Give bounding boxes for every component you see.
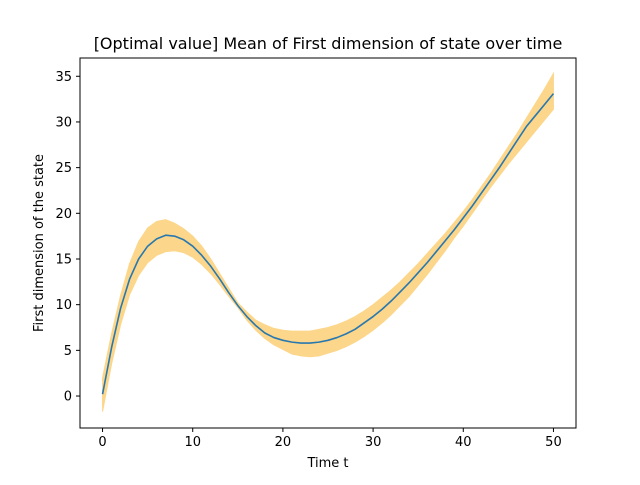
y-tick-label: 15: [55, 252, 72, 267]
y-tick-label: 5: [64, 344, 72, 359]
x-tick-label: 20: [275, 435, 292, 450]
mean-line: [101, 93, 555, 395]
chart-title: [Optimal value] Mean of First dimension …: [94, 34, 563, 53]
plot-area-frame: [79, 57, 577, 429]
y-tick-label: 25: [55, 161, 72, 176]
x-tick-label: 30: [365, 435, 382, 450]
y-tick-label: 10: [55, 298, 72, 313]
x-axis-label: Time t: [306, 456, 348, 471]
y-tick-label: 35: [55, 70, 72, 85]
confidence-band: [102, 71, 554, 412]
x-tick-label: 40: [455, 435, 472, 450]
y-tick-label: 30: [55, 115, 72, 130]
x-tick-label: 50: [545, 435, 562, 450]
y-tick-label: 20: [55, 207, 72, 222]
x-tick-label: 10: [184, 435, 201, 450]
y-axis-label: First dimension of the state: [32, 154, 47, 332]
y-tick-label: 0: [64, 390, 72, 405]
x-tick-label: 0: [98, 435, 106, 450]
